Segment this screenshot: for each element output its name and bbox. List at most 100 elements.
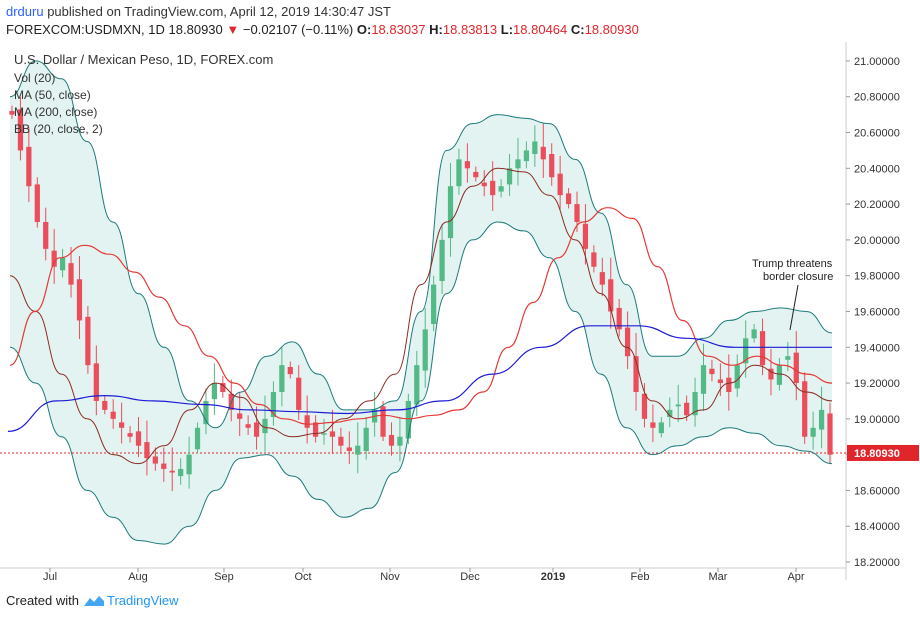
candle-up	[506, 168, 513, 185]
candle-down	[338, 436, 344, 446]
candle-up	[397, 436, 403, 446]
time-tick-label: Aug	[128, 571, 148, 583]
candle-up	[532, 141, 538, 154]
price-tick-label: 19.60000	[854, 306, 900, 318]
candle-up	[734, 365, 740, 389]
candle-down	[9, 111, 15, 115]
high-label: H:	[429, 22, 443, 37]
candle-up	[456, 159, 462, 187]
price-tick-label: 19.80000	[854, 271, 900, 283]
candle-down	[582, 223, 589, 249]
candle-down	[144, 442, 150, 459]
candle-down	[245, 424, 251, 428]
candle-up	[194, 427, 201, 450]
close-value: 18.80930	[584, 22, 639, 37]
candle-down	[110, 411, 116, 419]
candle-up	[515, 159, 521, 169]
open-label: O:	[356, 22, 372, 37]
candle-down	[793, 352, 799, 384]
open-value: 18.83037	[371, 22, 426, 37]
candle-down	[34, 184, 40, 222]
candle-up	[270, 392, 277, 418]
candle-up	[523, 150, 530, 162]
candle-up	[405, 400, 411, 439]
candle-up	[810, 427, 816, 437]
candle-down	[641, 393, 648, 419]
candle-up	[279, 365, 285, 392]
candle-up	[658, 422, 664, 434]
last-price-tag-label: 18.80930	[854, 448, 900, 460]
candle-up	[414, 365, 420, 405]
candle-down	[102, 400, 108, 410]
candle-up	[818, 409, 825, 430]
bollinger-upper-line	[9, 60, 833, 429]
candle-up	[751, 329, 757, 339]
candle-down	[624, 327, 631, 357]
candle-down	[464, 161, 470, 169]
ma50-line	[9, 207, 833, 425]
price-tick-label: 18.20000	[854, 557, 900, 569]
created-with-text: Created with	[6, 593, 79, 608]
candle-down	[161, 463, 167, 469]
tradingview-logo-icon	[83, 595, 104, 606]
candle-up	[498, 186, 504, 192]
candle-up	[211, 383, 218, 400]
candle-down	[557, 173, 563, 196]
candle-up	[439, 239, 445, 282]
time-tick-label: Feb	[631, 571, 650, 583]
legend-item: Vol (20)	[14, 71, 55, 85]
candle-down	[481, 182, 487, 187]
legend-item: MA (200, close)	[14, 105, 97, 119]
candle-down	[296, 377, 302, 410]
candle-down	[346, 447, 352, 452]
time-tick-label: Oct	[294, 571, 311, 583]
candle-down	[51, 250, 57, 267]
bollinger-basis-line	[9, 167, 833, 465]
candle-up	[186, 454, 192, 475]
price-tick-label: 19.40000	[854, 342, 900, 354]
candle-down	[599, 272, 605, 285]
last-price-tag	[847, 444, 919, 461]
low-value: 18.80464	[513, 22, 568, 37]
chart-title: U.S. Dollar / Mexican Peso, 1D, FOREX.co…	[14, 52, 273, 67]
candle-up	[692, 392, 698, 416]
candle-down	[388, 434, 395, 446]
time-tick-label: Jul	[43, 571, 57, 583]
candle-up	[363, 427, 369, 452]
bollinger-band-fill	[10, 60, 832, 545]
candle-up	[262, 418, 268, 434]
candle-down	[616, 307, 622, 330]
candle-up	[743, 338, 749, 364]
candle-down	[85, 316, 91, 366]
price-chart[interactable]: 21.00000 20.80000 20.60000 20.40000 20.20000…	[0, 42, 920, 590]
price-change: −0.02107 (−0.11%)	[242, 22, 354, 37]
candle-up	[59, 257, 66, 271]
candle-down	[709, 368, 715, 375]
time-tick-label: Sep	[214, 571, 234, 583]
candle-down	[802, 381, 808, 437]
candle-down	[119, 422, 125, 428]
candle-up	[178, 468, 184, 477]
candle-down	[329, 431, 336, 437]
tradingview-link[interactable]: TradingView	[106, 593, 179, 608]
candle-down	[26, 146, 32, 187]
candle-down	[473, 171, 479, 178]
bollinger-lower-line	[9, 221, 833, 545]
legend-item: MA (50, close)	[14, 88, 91, 102]
candle-down	[287, 366, 293, 375]
candle-down	[43, 222, 49, 249]
annotation-pointer	[789, 284, 799, 331]
price-tick-label: 18.40000	[854, 521, 900, 533]
candle-down	[380, 406, 386, 437]
author-link[interactable]: drduru	[6, 4, 44, 19]
publish-line: drduru published on TradingView.com, Apr…	[6, 4, 391, 19]
candle-up	[776, 365, 783, 385]
time-tick-label: Nov	[380, 571, 400, 583]
time-tick-label: Dec	[460, 571, 480, 583]
candle-down	[549, 154, 555, 178]
candle-down	[827, 413, 833, 455]
candle-up	[667, 409, 673, 418]
candle-up	[355, 445, 361, 455]
candle-down	[717, 379, 723, 384]
published-text: published on TradingView.com, April 12, …	[47, 4, 391, 19]
